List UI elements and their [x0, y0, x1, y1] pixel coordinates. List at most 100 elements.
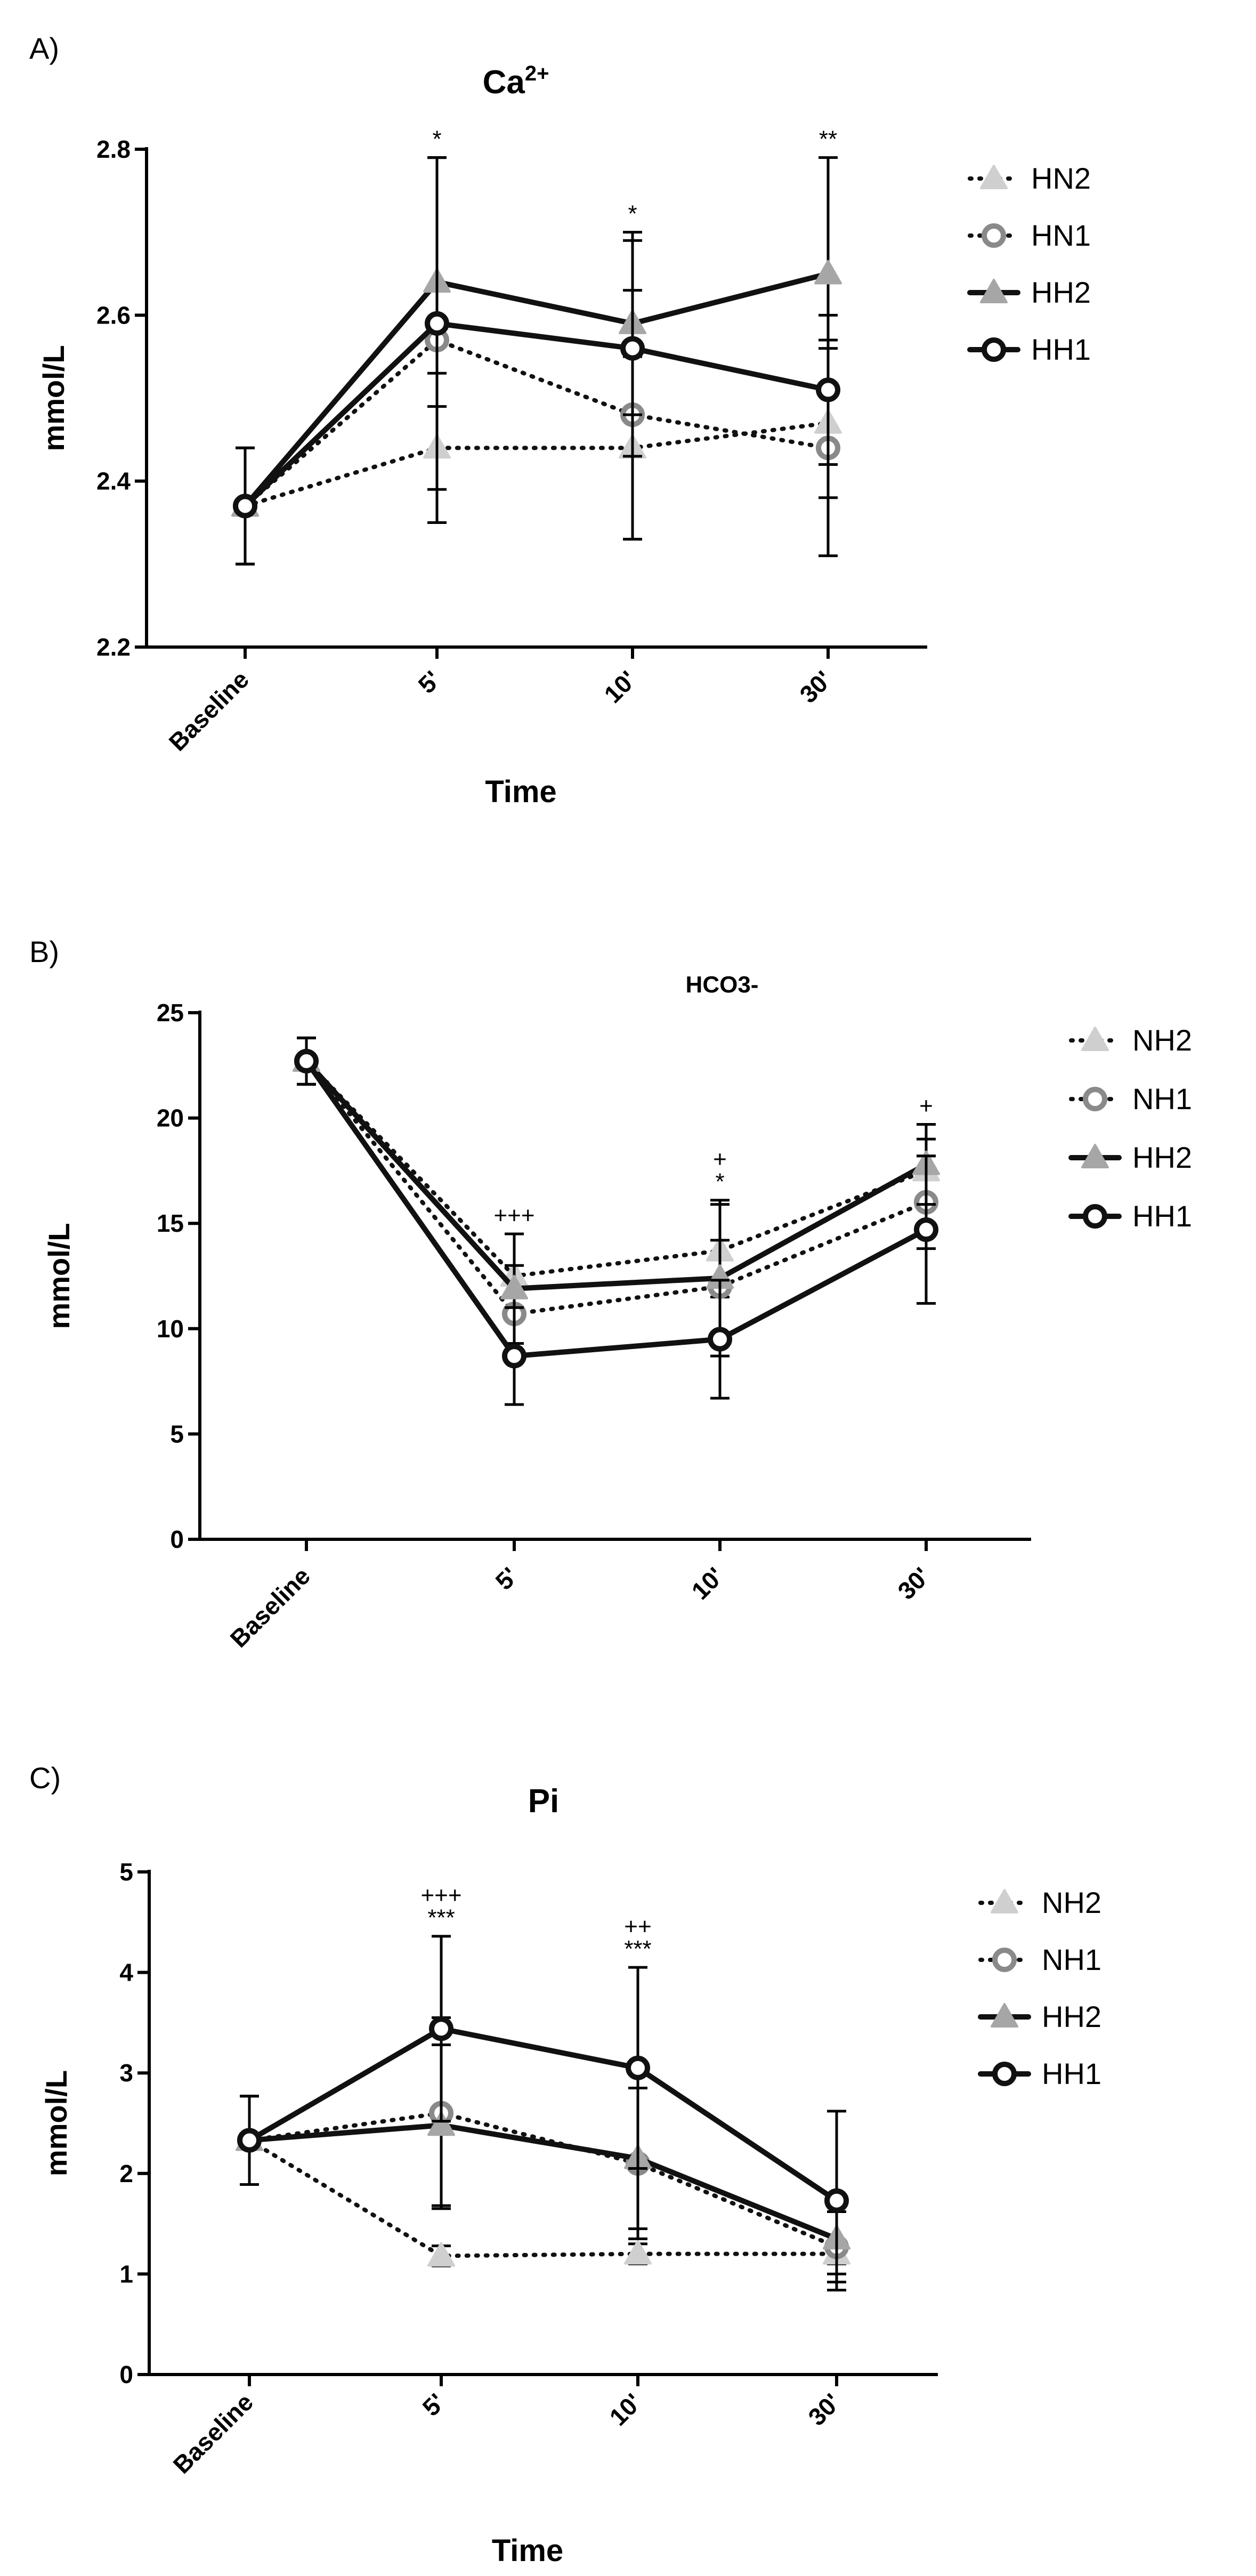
y-tick-label: 5	[170, 1420, 184, 1448]
x-tick-label: 5'	[412, 665, 446, 699]
legend-marker	[1081, 1144, 1109, 1168]
y-tick-label: 5	[119, 1858, 133, 1886]
x-tick-label: Baseline	[225, 1562, 316, 1653]
x-axis-label: Time	[492, 2533, 563, 2568]
y-tick-label: 2.8	[96, 135, 131, 163]
series-line-NH1	[247, 2111, 839, 2249]
series-HH2	[293, 1036, 940, 1358]
data-point-NH2	[624, 2240, 652, 2265]
data-point-HH1	[816, 377, 840, 402]
legend-entry-NH1: NH1	[1042, 1943, 1101, 1976]
significance-annotation: *	[432, 126, 441, 152]
legend-entry-HN1: HN1	[1031, 219, 1091, 252]
significance-annotation: *	[715, 1169, 724, 1195]
series-line-HH2	[247, 2122, 839, 2242]
x-tick-label: 30'	[794, 665, 837, 708]
y-tick-label: 0	[170, 1525, 184, 1553]
significance-annotation: +	[919, 1093, 933, 1119]
data-point-HH1	[824, 2188, 849, 2213]
data-point-HH1	[294, 1048, 319, 1073]
data-point-HH1	[429, 2016, 453, 2041]
legend-marker	[992, 2062, 1017, 2086]
legend-marker	[982, 337, 1006, 362]
y-axis-label: mmol/L	[37, 345, 70, 451]
data-point-HH1	[237, 2128, 262, 2153]
y-axis-label: mmol/L	[39, 2070, 73, 2176]
y-tick-label: 1	[119, 2260, 133, 2288]
x-tick-label: Baseline	[164, 665, 255, 756]
data-point-HH2	[427, 2111, 455, 2136]
chart-panel-1: A) Ca2+ 2.2 2.4 2.6 2.8 Baseline 5' 10' 30' mmol/L…	[29, 31, 1091, 809]
legend-entry-HH2: HH2	[1042, 2000, 1101, 2033]
data-point-HH1	[620, 336, 645, 361]
series-line-NH1	[304, 1059, 928, 1317]
x-tick-label: 5'	[490, 1562, 523, 1595]
legend-entry-HH1: HH1	[1132, 1199, 1192, 1233]
legend-marker	[980, 165, 1008, 189]
series-line-HH1	[247, 2026, 839, 2203]
legend-entry-NH2: NH2	[1132, 1023, 1192, 1057]
legend-entry-HH2: HH2	[1031, 276, 1091, 309]
chart-title: Ca2+	[483, 62, 549, 101]
legend-entry-NH1: NH1	[1132, 1082, 1192, 1116]
legend-entry-HH1: HH1	[1042, 2057, 1101, 2090]
x-tick-label: 10'	[686, 1562, 729, 1605]
series-HN2	[231, 347, 842, 566]
chart-title: Pi	[528, 1783, 560, 1820]
chart-title-superscript: 2+	[525, 62, 549, 85]
legend-entry-HH1: HH1	[1031, 333, 1091, 366]
legend-entry-NH2: NH2	[1042, 1886, 1101, 1919]
data-point-HH1	[914, 1217, 938, 1242]
x-tick-label: 30'	[892, 1562, 935, 1605]
series-line-NH2	[304, 1059, 928, 1278]
y-tick-label: 0	[119, 2361, 133, 2388]
series-line-HN2	[243, 421, 830, 508]
legend-marker	[1083, 1204, 1107, 1229]
chart-title-main: Ca	[483, 64, 525, 101]
y-tick-label: 10	[157, 1315, 184, 1343]
y-tick-label: 3	[119, 2059, 133, 2087]
series-HH1	[233, 156, 840, 566]
significance-annotation: +	[713, 1146, 727, 1173]
panel-label: A)	[29, 31, 59, 65]
y-tick-label: 2.2	[96, 633, 131, 661]
y-tick-label: 15	[157, 1209, 184, 1237]
series-NH1	[237, 2016, 849, 2283]
legend-marker	[980, 279, 1008, 303]
data-point-HH2	[814, 260, 842, 285]
y-tick-label: 2.6	[96, 301, 131, 329]
x-axis-label: Time	[485, 774, 556, 809]
data-point-HH1	[708, 1327, 732, 1352]
significance-annotation: +++	[493, 1202, 534, 1229]
series-line-HN1	[243, 338, 830, 508]
significance-annotation: ++	[624, 1913, 651, 1940]
series-line-HH1	[304, 1058, 929, 1359]
legend-marker	[991, 2003, 1018, 2028]
significance-annotation: *	[628, 201, 637, 227]
data-point-HH1	[425, 311, 449, 336]
chart-title-main: HCO3-	[686, 972, 759, 998]
series-line-HH2	[304, 1058, 929, 1291]
x-tick-label: 5'	[417, 2388, 450, 2421]
series-line-HH1	[242, 320, 831, 509]
chart-title-main: Pi	[528, 1783, 560, 1820]
x-tick-label: 10'	[598, 665, 642, 708]
legend-marker	[1083, 1087, 1107, 1111]
legend-marker	[1081, 1027, 1109, 1051]
data-point-NH2	[427, 2242, 455, 2267]
series-HH1	[294, 1036, 938, 1406]
y-axis-label: mmol/L	[42, 1223, 76, 1329]
y-tick-label: 25	[157, 999, 184, 1027]
series-NH1	[294, 1036, 938, 1364]
legend-marker	[982, 223, 1006, 248]
legend-marker	[991, 1889, 1018, 1913]
chart-panel-2: B) HCO3- 0 5 10 15 20 25 Baseline 5' 10' 30' mmol/L +…	[29, 935, 1192, 1653]
series-NH2	[236, 2095, 850, 2267]
y-tick-label: 4	[119, 1959, 133, 1986]
series-HH2	[231, 156, 842, 566]
y-tick-label: 2.4	[96, 467, 131, 495]
significance-annotation: ***	[624, 1936, 651, 1962]
significance-annotation: ***	[427, 1905, 455, 1931]
